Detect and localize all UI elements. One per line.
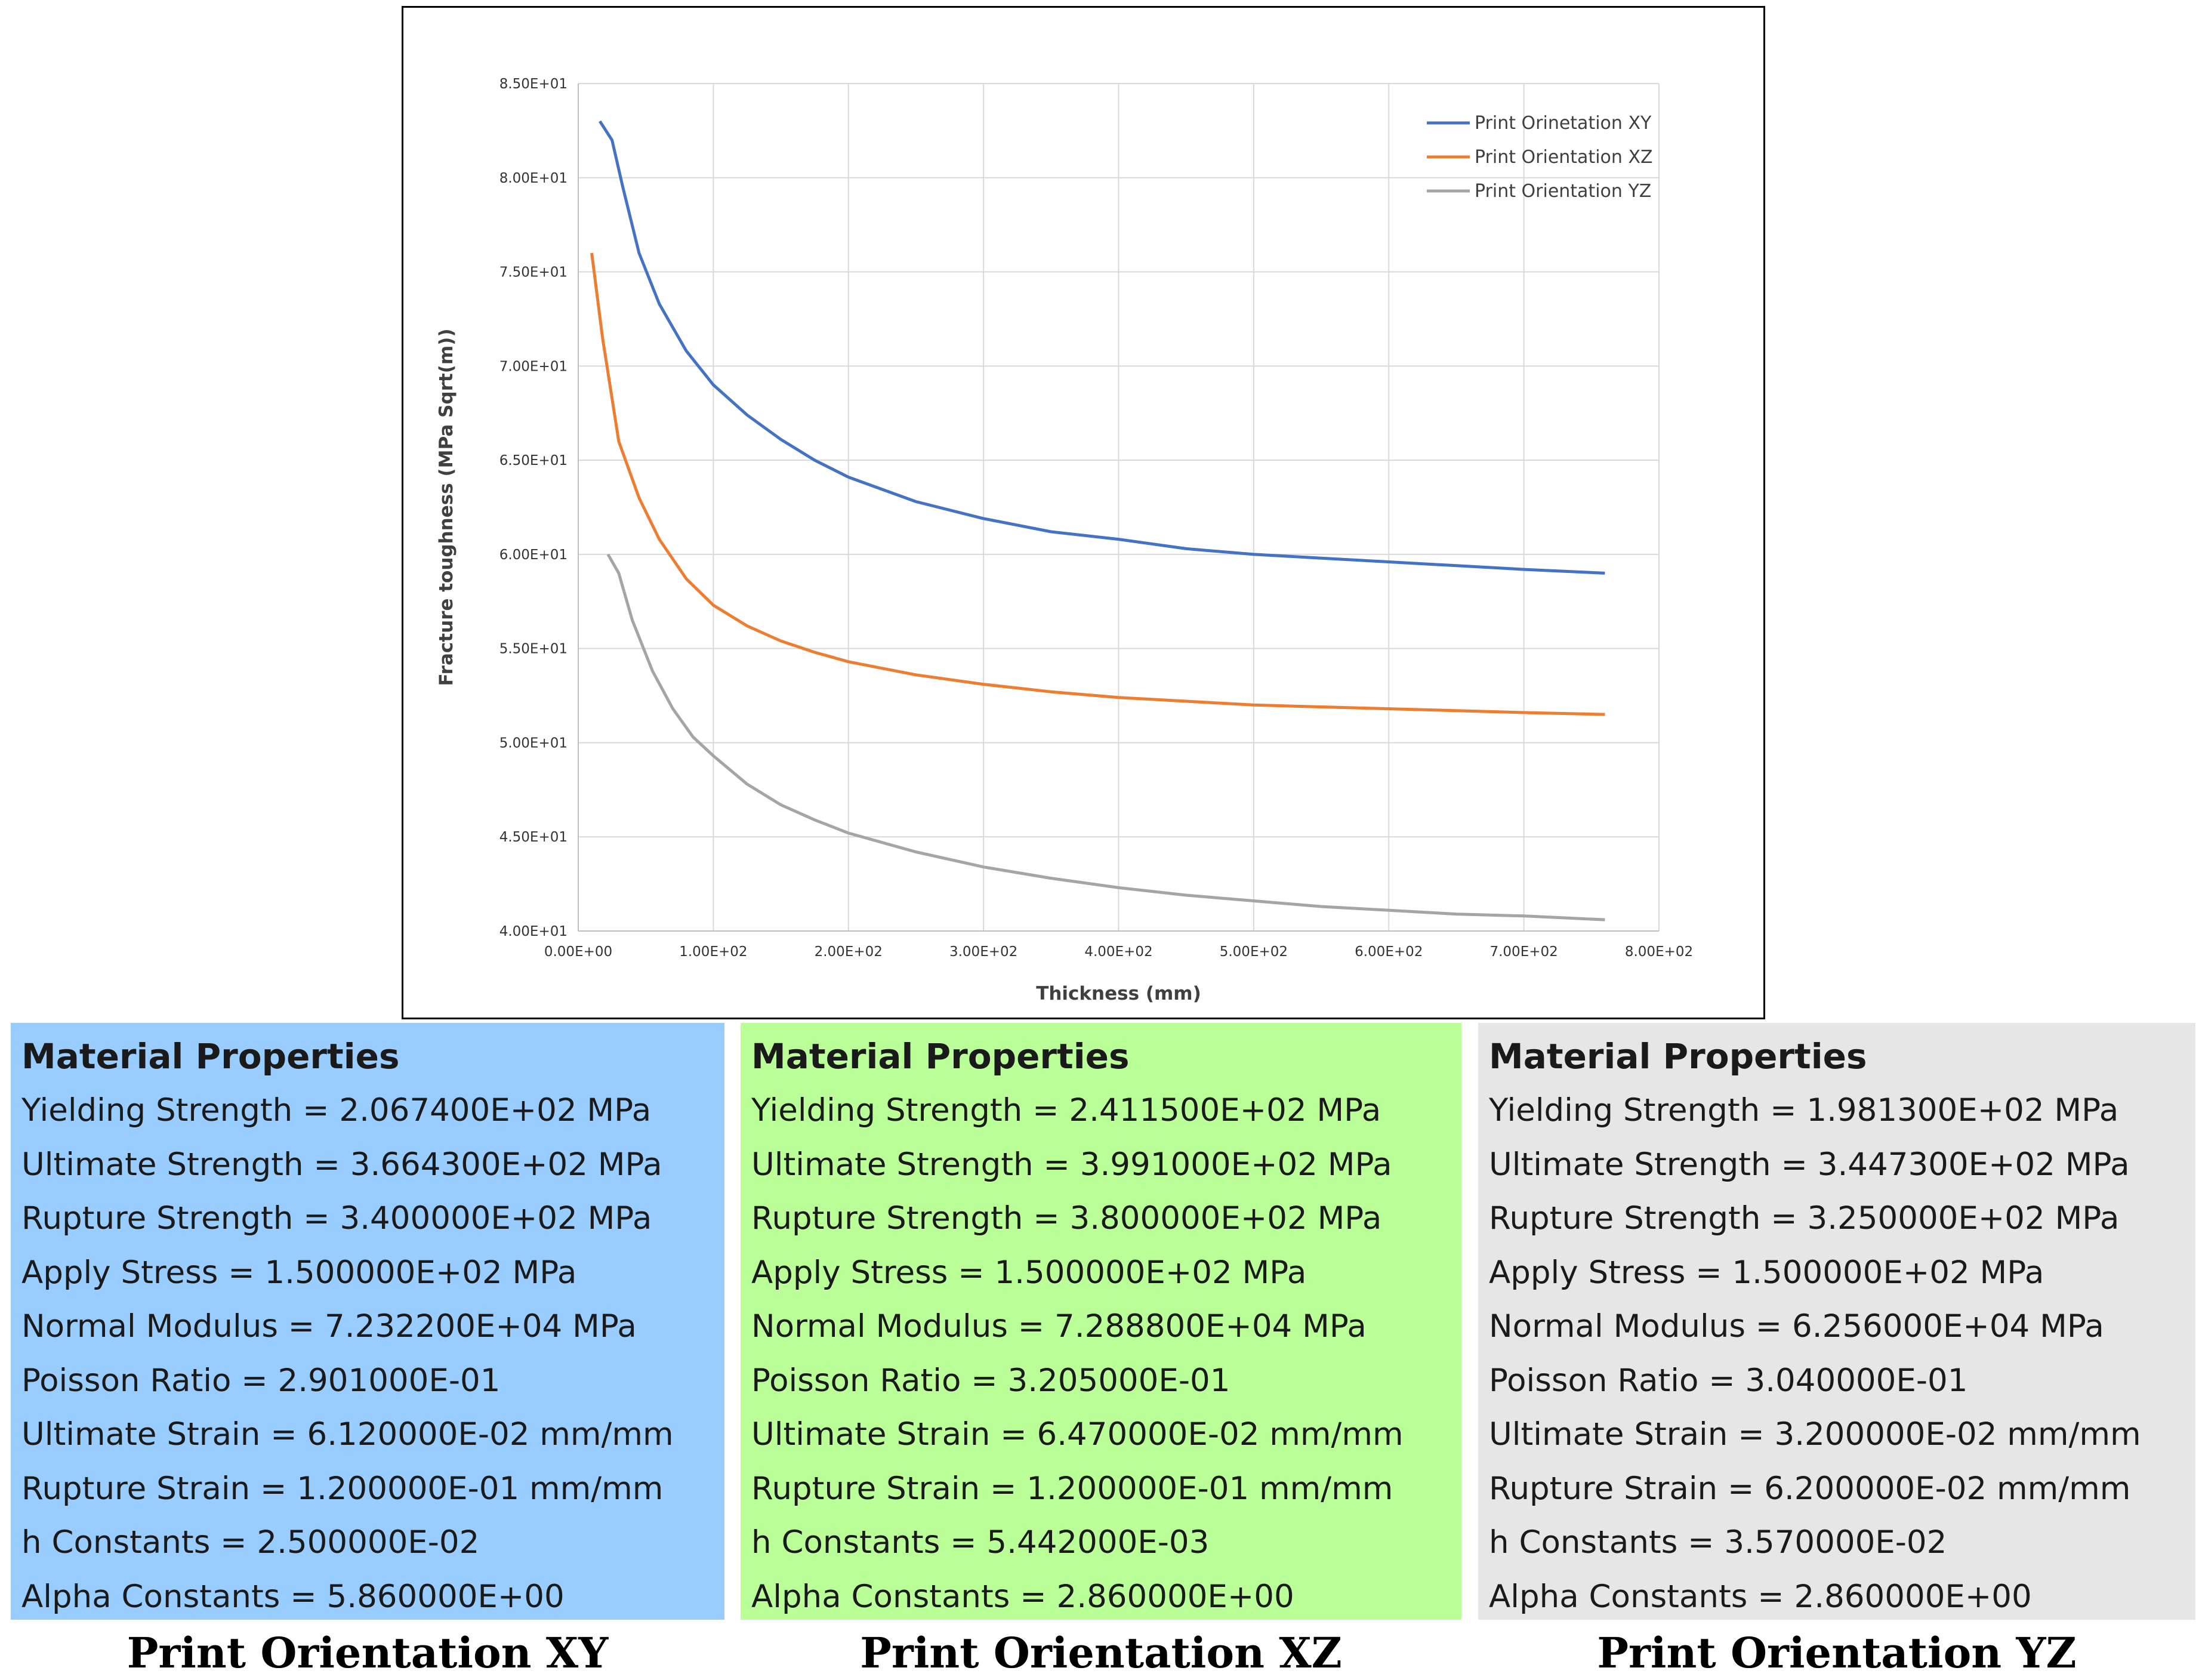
x-axis-title: Thickness (mm) [1036,983,1201,1004]
property-row: Alpha Constants = 2.860000E+00 [1489,1578,2032,1615]
x-tick-label: 0.00E+00 [544,944,612,960]
series-line-1 [590,252,1605,716]
legend-label: Print Orinetation XY [1475,113,1652,134]
property-row: Ultimate Strain = 3.200000E-02 mm/mm [1489,1416,2141,1453]
property-row: Poisson Ratio = 2.901000E-01 [21,1362,501,1399]
panel-title: Material Properties [21,1036,400,1077]
property-row: Rupture Strength = 3.400000E+02 MPa [21,1200,652,1237]
property-row: Poisson Ratio = 3.040000E-01 [1489,1362,1968,1399]
material-properties-panel-yz: Material Properties Yielding Strength = … [1478,1023,2195,1620]
material-properties-panel-xy: Material Properties Yielding Strength = … [11,1023,724,1620]
series-layer [590,120,1605,921]
property-row: Ultimate Strain = 6.120000E-02 mm/mm [21,1416,674,1453]
x-tick-label: 8.00E+02 [1625,944,1693,960]
caption-xy: Print Orientation XY [127,1628,609,1678]
property-row: Apply Stress = 1.500000E+02 MPa [1489,1254,2044,1291]
y-tick-label: 6.00E+01 [499,547,568,563]
y-tick-label: 7.50E+01 [499,265,568,280]
caption-xz: Print Orientation XZ [860,1628,1342,1678]
property-row: Yielding Strength = 1.981300E+02 MPa [1489,1092,2119,1129]
property-row: Yielding Strength = 2.067400E+02 MPa [21,1092,652,1129]
chart-legend: Print Orinetation XY Print Orientation XZ… [1427,113,1653,202]
property-row: Normal Modulus = 7.232200E+04 MPa [21,1308,637,1345]
property-row: Apply Stress = 1.500000E+02 MPa [751,1254,1307,1291]
property-row: Normal Modulus = 7.288800E+04 MPa [751,1308,1367,1345]
grid-layer [578,83,1660,932]
property-row: Ultimate Strength = 3.991000E+02 MPa [751,1146,1392,1183]
property-row: Alpha Constants = 5.860000E+00 [21,1578,565,1615]
property-row: Poisson Ratio = 3.205000E-01 [751,1362,1230,1399]
legend-label: Print Orientation YZ [1475,181,1651,202]
y-tick-label: 7.00E+01 [499,359,568,374]
material-properties-panel-xz: Material Properties Yielding Strength = … [741,1023,1461,1620]
property-list: Yielding Strength = 2.411500E+02 MPa Ulti… [751,1084,1461,1620]
x-tick-label: 1.00E+02 [679,944,747,960]
property-row: Rupture Strength = 3.250000E+02 MPa [1489,1200,2120,1237]
property-row: Apply Stress = 1.500000E+02 MPa [21,1254,577,1291]
fracture-toughness-chart: 4.00E+01 4.50E+01 5.00E+01 5.50E+01 6.00E+01… [436,76,1693,1004]
property-row: Ultimate Strength = 3.664300E+02 MPa [21,1146,662,1183]
y-tick-label: 4.50E+01 [499,830,568,845]
y-tick-label: 6.50E+01 [499,453,568,468]
caption-yz: Print Orientation YZ [1597,1628,2077,1678]
x-tick-label: 6.00E+02 [1355,944,1423,960]
y-tick-label: 5.00E+01 [499,735,568,751]
x-tick-label: 5.00E+02 [1220,944,1288,960]
property-row: Rupture Strain = 1.200000E-01 mm/mm [21,1470,664,1507]
y-tick-label: 5.50E+01 [499,642,568,657]
series-line-2 [606,553,1605,921]
chart-frame: 4.00E+01 4.50E+01 5.00E+01 5.50E+01 6.00E+01… [402,6,1765,1019]
property-row: h Constants = 2.500000E-02 [21,1524,480,1561]
property-row: Normal Modulus = 6.256000E+04 MPa [1489,1308,2104,1345]
property-list: Yielding Strength = 1.981300E+02 MPa Ulti… [1489,1084,2195,1620]
panel-title: Material Properties [751,1036,1130,1077]
y-tick-label: 8.00E+01 [499,171,568,186]
property-row: Alpha Constants = 2.860000E+00 [751,1578,1294,1615]
panel-title: Material Properties [1489,1036,1867,1077]
property-list: Yielding Strength = 2.067400E+02 MPa Ulti… [21,1084,724,1620]
x-tick-label: 2.00E+02 [815,944,883,960]
property-row: Rupture Strain = 6.200000E-02 mm/mm [1489,1470,2131,1507]
y-axis-title: Fracture toughness (MPa Sqrt(m)) [436,328,457,686]
x-tick-label: 4.00E+02 [1084,944,1152,960]
axis-layer: 4.00E+01 4.50E+01 5.00E+01 5.50E+01 6.00E+01… [499,76,1693,960]
x-tick-label: 3.00E+02 [949,944,1017,960]
property-row: Ultimate Strain = 6.470000E-02 mm/mm [751,1416,1404,1453]
property-row: Yielding Strength = 2.411500E+02 MPa [751,1092,1381,1129]
series-line-0 [599,120,1605,575]
y-tick-label: 8.50E+01 [499,76,568,92]
legend-label: Print Orientation XZ [1475,147,1653,168]
property-row: h Constants = 3.570000E-02 [1489,1524,1947,1561]
property-row: Rupture Strength = 3.800000E+02 MPa [751,1200,1382,1237]
property-row: h Constants = 5.442000E-03 [751,1524,1210,1561]
property-row: Rupture Strain = 1.200000E-01 mm/mm [751,1470,1393,1507]
property-row: Ultimate Strength = 3.447300E+02 MPa [1489,1146,2130,1183]
x-tick-label: 7.00E+02 [1489,944,1558,960]
y-tick-label: 4.00E+01 [499,924,568,939]
